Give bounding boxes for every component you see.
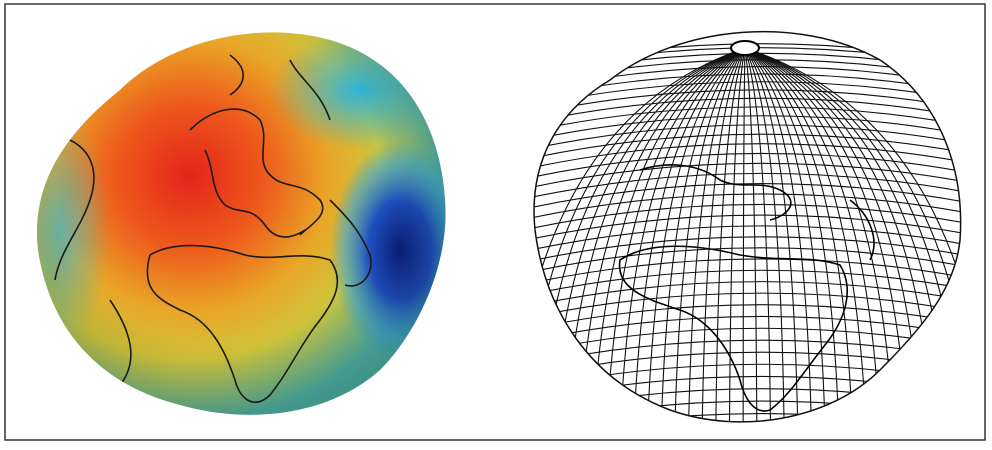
page: (() => { const data = JSON.parse(documen… <box>0 0 992 450</box>
pole <box>731 41 759 55</box>
figure <box>0 0 992 450</box>
